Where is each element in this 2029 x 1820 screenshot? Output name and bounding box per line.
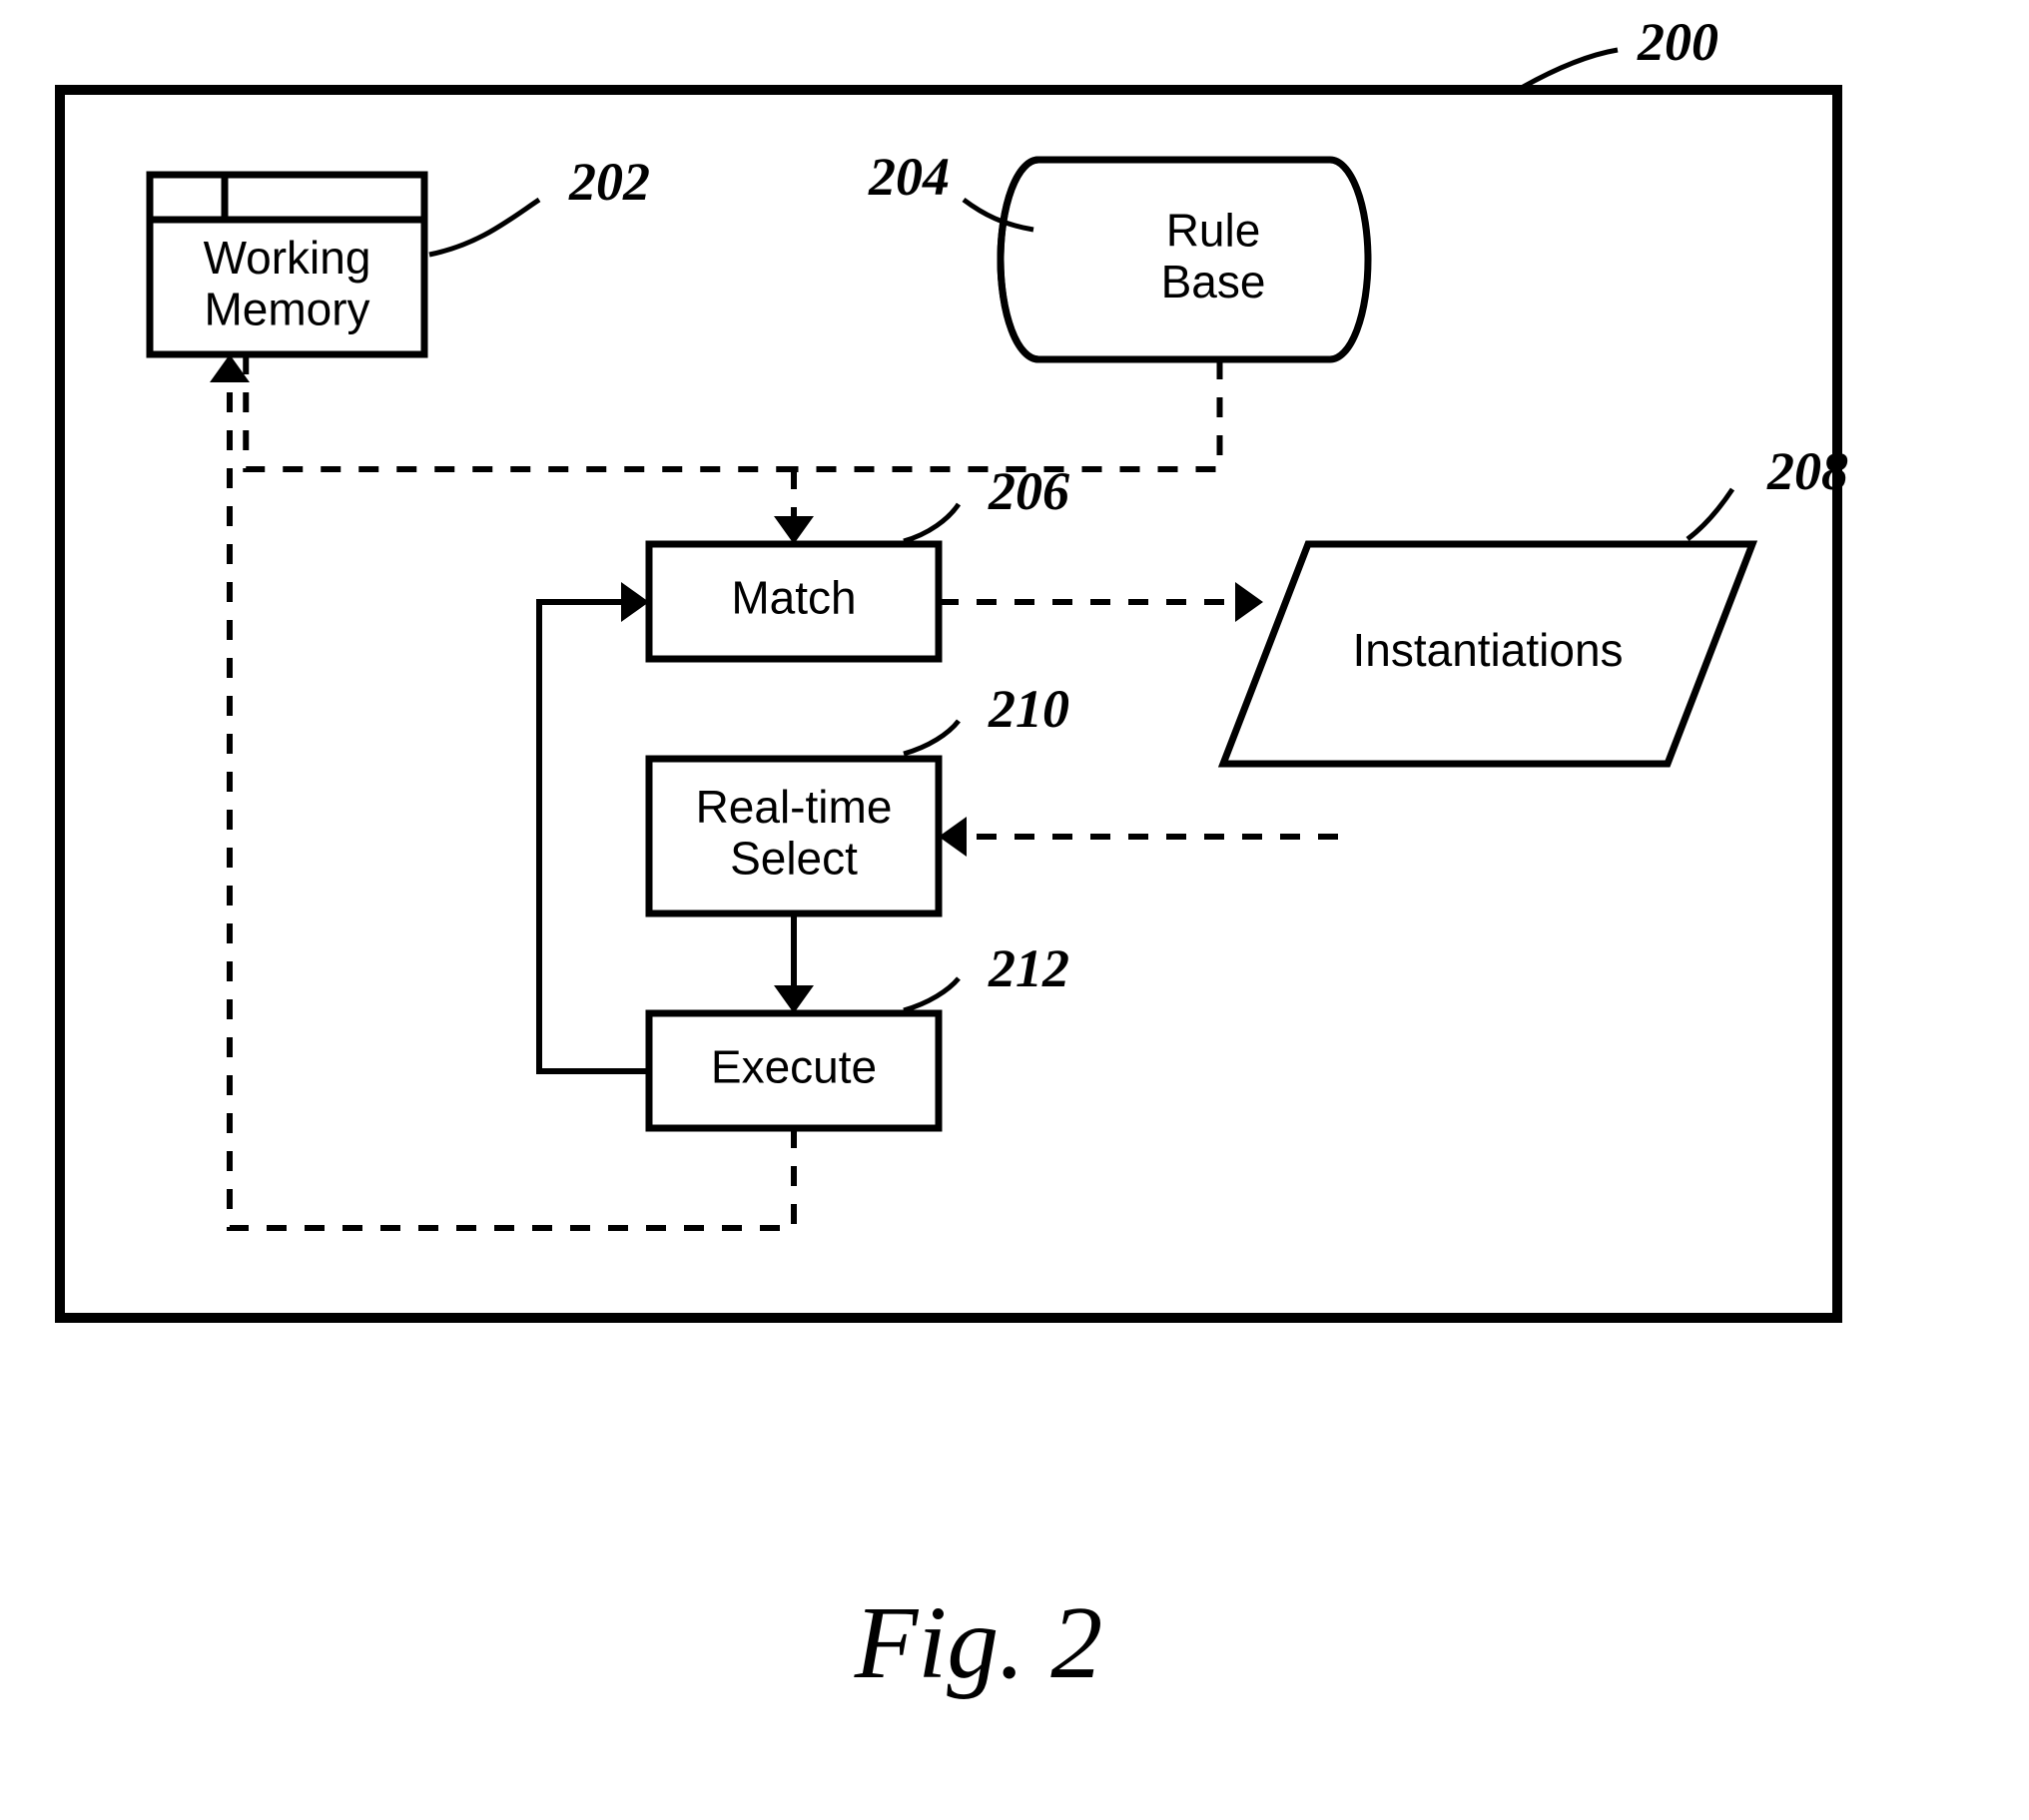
ref-number: 202 [568,152,650,212]
ref-number: 206 [988,461,1069,521]
ref-leader [1688,489,1732,539]
execute-label: Execute [711,1041,877,1093]
flowchart-diagram: WorkingMemory 202 RuleBase 204 Match 206 Real-… [0,0,2029,1820]
ref-number: 210 [988,679,1069,739]
ref-number: 200 [1637,12,1718,72]
working-memory-label: Working [204,232,371,284]
ref-number: 212 [988,938,1069,998]
instantiations-label: Instantiations [1352,624,1623,676]
working-memory-label: Memory [204,283,369,334]
rule-base-label: Base [1161,256,1266,307]
match-label: Match [731,572,856,624]
edge-execute-to-match [539,602,649,1071]
figure-caption: Fig. 2 [854,1585,1102,1700]
real-time-select-label: Select [730,832,858,884]
edge-wm-to-match [246,354,794,469]
ref-number: 208 [1766,441,1848,501]
edge-rb-to-match [794,359,1220,469]
ref-leader [904,721,959,754]
ref-leader [904,978,959,1010]
ref-leader [429,200,539,255]
ref-leader [904,504,959,541]
rule-base-label: Rule [1166,204,1261,256]
real-time-select-label: Real-time [696,781,893,833]
ref-number: 204 [868,147,950,207]
ref-leader [1518,50,1618,90]
